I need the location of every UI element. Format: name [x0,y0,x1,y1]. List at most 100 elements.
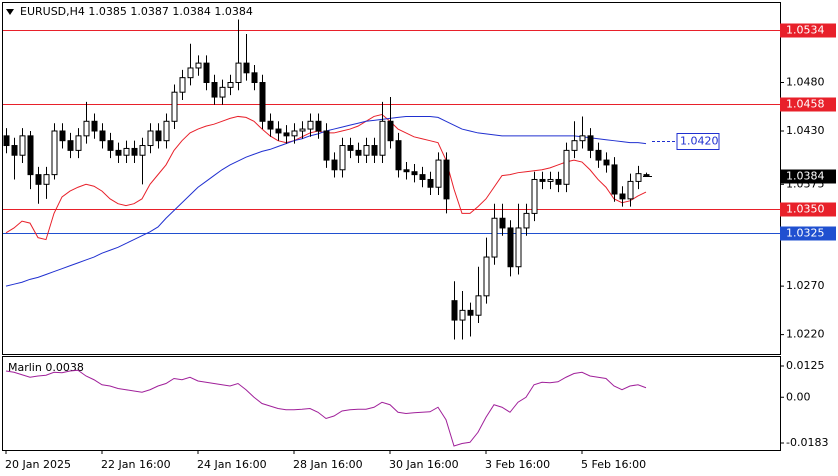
candle-body [179,77,186,93]
candle-body [19,135,26,156]
y-tick-label: -0.0183 [786,436,828,449]
candle-body [11,145,18,156]
candle-body [499,217,506,229]
last-price-label: 1.0384 [786,170,825,183]
candle-body [547,178,554,182]
candle-body [587,135,594,151]
x-tick-label: 22 Jan 16:00 [101,458,171,471]
y-tick-label: 0.0125 [786,359,825,372]
candle-body [211,82,218,98]
level-label: 1.0325 [786,227,825,240]
candle-body [155,130,162,142]
candle-body [251,72,258,84]
candle-body [603,159,610,166]
menu-triangle [6,9,14,15]
level-label-box [780,202,836,217]
candle-body [379,120,386,156]
candle-body [451,300,458,321]
candle-body [123,147,130,156]
x-tick-label: 3 Feb 16:00 [485,458,550,471]
candle-body [83,120,90,137]
candle-body [619,193,626,200]
candle-body [219,86,226,98]
candle-body [571,140,578,151]
candle-body [59,130,66,142]
candle-body [275,128,282,134]
candle-body [635,173,642,182]
price-marker-label: 1.0420 [680,135,719,148]
candle-body [147,130,154,147]
candle-body [355,149,362,156]
level-label-box [780,97,836,112]
level-label: 1.0350 [786,203,825,216]
candle-body [643,174,650,177]
candle-body [371,145,378,156]
candle-body [459,309,466,321]
candle-body [235,62,242,84]
x-tick-label: 30 Jan 16:00 [389,458,459,471]
candle-body [395,140,402,171]
x-tick-label: 5 Feb 16:00 [581,458,646,471]
candle-body [267,120,274,130]
candle-body [523,212,530,229]
candle-body [107,140,114,151]
y-tick-label: 1.0430 [786,124,825,137]
candle-body [475,295,482,316]
candle-body [139,145,146,156]
candle-body [3,135,10,147]
candle-body [291,130,298,137]
candle-body [75,135,82,151]
level-label: 1.0534 [786,24,825,37]
candle-body [539,178,546,182]
candle-body [259,82,266,122]
candle-body [331,159,338,171]
candle-body [387,120,394,142]
candle-body [51,130,58,176]
candle-body [243,62,250,74]
y-tick-label: 1.0480 [786,76,825,89]
candle-body [483,256,490,297]
candle-body [187,67,194,79]
candle-body [555,178,562,185]
candle-body [419,174,426,180]
candle-body [627,180,634,200]
candle-body [363,145,370,156]
candle-body [403,169,410,173]
candle-body [67,140,74,151]
candle-body [99,130,106,142]
candle-body [203,62,210,84]
candle-body [411,171,418,176]
candle-body [283,132,290,137]
candle-body [443,159,450,200]
candle-body [171,91,178,122]
x-tick-label: 20 Jan 2025 [5,458,71,471]
chart-title: EURUSD,H4 1.0385 1.0387 1.0384 1.0384 [20,5,253,18]
price-marker-box [676,133,720,150]
level-label-box [780,226,836,241]
candle-body [467,309,474,316]
candle-body [427,178,434,188]
candle-body [347,145,354,151]
candle-body [563,149,570,185]
candle-body [115,149,122,156]
candle-body [43,174,50,185]
candle-body [35,174,42,185]
candle-body [611,164,618,195]
candle-body [27,135,34,176]
candle-body [339,145,346,171]
y-tick-label: 1.0220 [786,328,825,341]
candle-body [491,217,498,258]
indicator-line [5,369,647,447]
candle-body [91,120,98,132]
candle-body [435,159,442,188]
candle-body [579,135,586,142]
candle-body [531,178,538,214]
y-tick-label: 0.00 [786,390,811,403]
candle-body [163,120,170,142]
candle-body [299,128,306,132]
last-price-box [780,169,836,184]
candle-body [507,227,514,268]
indicator-title: Marlin 0.0038 [8,361,84,374]
